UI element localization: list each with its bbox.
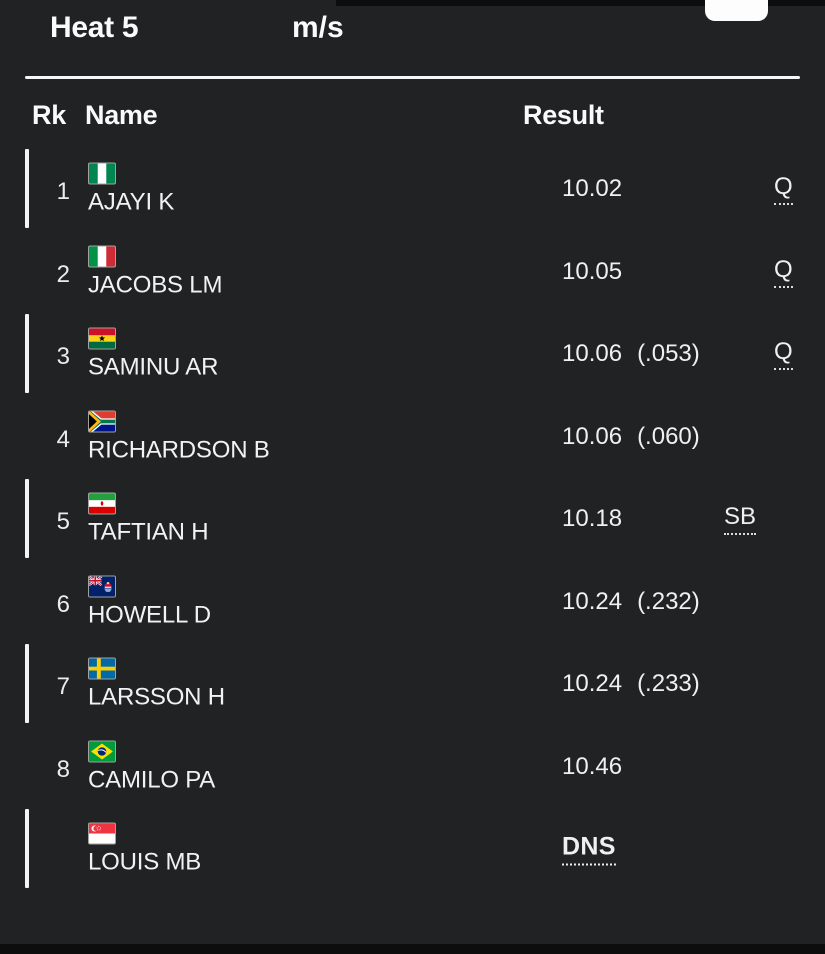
result-cell: DNS — [562, 833, 616, 866]
result-time: 10.06 — [562, 340, 623, 368]
qualification-mark[interactable]: Q — [774, 173, 793, 206]
result-thousandths: (.233) — [637, 670, 700, 698]
athlete-identity: HOWELL D — [88, 575, 211, 629]
athlete-identity: RICHARDSON B — [88, 410, 270, 464]
status-bar-strip — [336, 0, 825, 6]
result-cell: 10.05 — [562, 258, 622, 286]
athlete-name: HOWELL D — [88, 601, 211, 629]
column-header-name: Name — [85, 100, 158, 130]
flag-nigeria-icon — [88, 162, 116, 185]
flag-south-africa-icon — [88, 410, 116, 433]
athlete-name: AJAYI K — [88, 188, 175, 216]
result-cell: 10.24 (.232) — [562, 588, 700, 616]
heat-title: Heat 5 — [50, 11, 139, 44]
result-row[interactable]: 3 SAMINU AR 10.06 (.053) Q — [0, 312, 825, 395]
rank-label: 2 — [56, 260, 70, 288]
header-divider — [25, 76, 800, 79]
result-row[interactable]: 1 AJAYI K 10.02 Q — [0, 147, 825, 230]
result-time: 10.46 — [562, 752, 623, 780]
athlete-name: CAMILO PA — [88, 766, 216, 794]
result-cell: 10.02 — [562, 175, 622, 203]
results-table-body: 1 AJAYI K 10.02 Q 2 JACOBS LM 10.05 Q 3 SAMINU AR… — [0, 147, 825, 890]
athlete-identity: LOUIS MB — [88, 822, 202, 876]
athlete-identity: CAMILO PA — [88, 740, 216, 794]
result-cell: 10.06 (.053) — [562, 340, 700, 368]
athlete-identity: LARSSON H — [88, 657, 225, 711]
result-cell: 10.06 (.060) — [562, 423, 700, 451]
column-header-result: Result — [523, 100, 604, 130]
top-right-button[interactable] — [705, 0, 768, 21]
flag-italy-icon — [88, 245, 116, 268]
result-time: 10.24 — [562, 587, 623, 615]
result-row[interactable]: 4 RICHARDSON B 10.06 (.060) — [0, 395, 825, 478]
rank-label: 5 — [56, 508, 70, 536]
athlete-identity: AJAYI K — [88, 162, 175, 216]
rank-label: 3 — [56, 343, 70, 371]
column-header-rank: Rk — [32, 100, 66, 130]
result-time: 10.02 — [562, 175, 623, 203]
season-best-mark[interactable]: SB — [724, 503, 757, 536]
result-thousandths: (.060) — [637, 422, 700, 450]
rank-label: 8 — [56, 755, 70, 783]
flag-iran-icon — [88, 492, 116, 515]
flag-singapore-icon — [88, 822, 116, 845]
qualification-mark[interactable]: Q — [774, 338, 793, 371]
result-row[interactable]: 5 TAFTIAN H 10.18 SB — [0, 477, 825, 560]
rank-label: 1 — [56, 178, 70, 206]
table-header-row: Rk Name Result — [0, 100, 825, 134]
flag-brazil-icon — [88, 740, 116, 763]
athlete-identity: TAFTIAN H — [88, 492, 209, 546]
rank-label: 7 — [56, 673, 70, 701]
flag-sweden-icon — [88, 657, 116, 680]
result-row[interactable]: 2 JACOBS LM 10.05 Q — [0, 230, 825, 313]
result-row[interactable]: 6 HOWELL D 10.24 (.232) — [0, 560, 825, 643]
result-time: 10.06 — [562, 422, 623, 450]
result-row[interactable]: LOUIS MB DNS — [0, 807, 825, 890]
result-time: 10.05 — [562, 257, 623, 285]
rank-label: 4 — [56, 425, 70, 453]
result-thousandths: (.232) — [637, 587, 700, 615]
athlete-name: JACOBS LM — [88, 271, 223, 299]
athlete-name: RICHARDSON B — [88, 436, 270, 464]
result-thousandths: (.053) — [637, 340, 700, 368]
bottom-bar-strip — [0, 944, 825, 954]
wind-unit-label: m/s — [292, 11, 344, 44]
result-row[interactable]: 8 CAMILO PA 10.46 — [0, 725, 825, 808]
result-cell: 10.46 — [562, 753, 622, 781]
result-cell: 10.18 — [562, 505, 622, 533]
rank-label: 6 — [56, 590, 70, 618]
athlete-name: TAFTIAN H — [88, 518, 209, 546]
athlete-identity: JACOBS LM — [88, 245, 223, 299]
result-cell: 10.24 (.233) — [562, 670, 700, 698]
result-time: 10.18 — [562, 505, 623, 533]
dns-status[interactable]: DNS — [562, 833, 616, 866]
qualification-mark[interactable]: Q — [774, 256, 793, 288]
athlete-name: LOUIS MB — [88, 848, 202, 876]
athlete-identity: SAMINU AR — [88, 327, 219, 381]
result-row[interactable]: 7 LARSSON H 10.24 (.233) — [0, 642, 825, 725]
athlete-name: SAMINU AR — [88, 353, 219, 381]
athlete-name: LARSSON H — [88, 683, 225, 711]
flag-ghana-icon — [88, 327, 116, 350]
result-time: 10.24 — [562, 670, 623, 698]
flag-cayman-islands-icon — [88, 575, 116, 598]
